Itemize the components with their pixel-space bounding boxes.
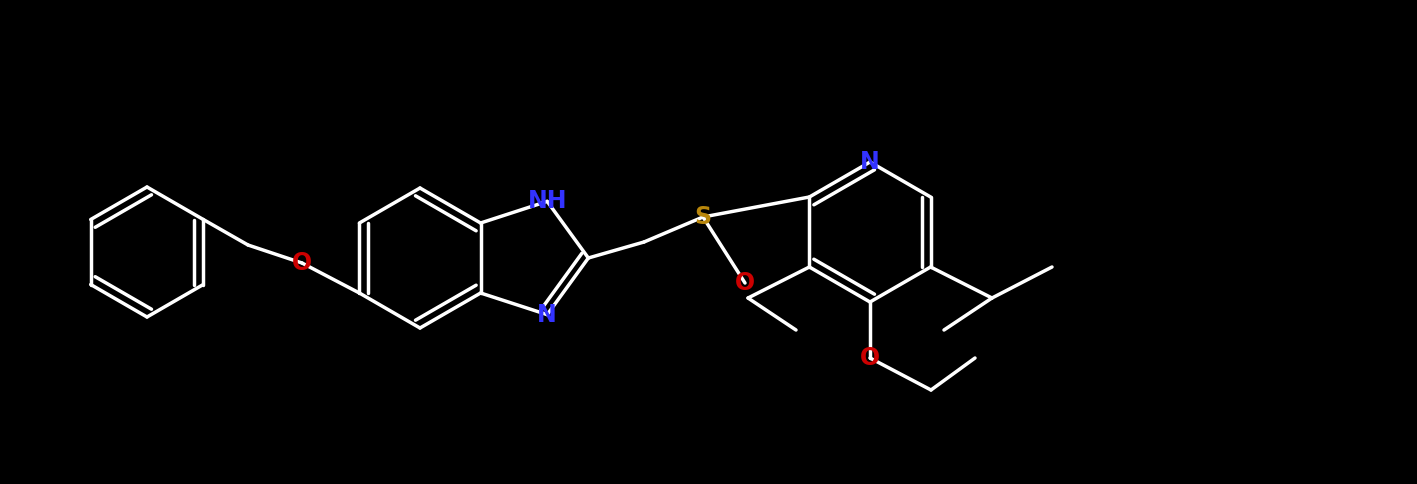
Text: NH: NH [527, 189, 567, 213]
Text: O: O [292, 251, 312, 275]
Text: N: N [537, 302, 557, 327]
Text: O: O [860, 346, 880, 370]
Text: O: O [735, 271, 755, 295]
Text: N: N [860, 150, 880, 174]
Text: S: S [694, 205, 711, 229]
